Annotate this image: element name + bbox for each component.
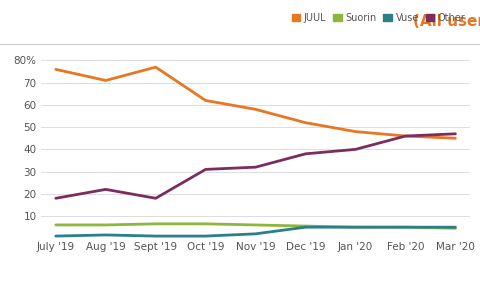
Line: Suorin: Suorin [56,224,456,228]
Other [203,168,208,171]
JUUL [403,134,408,138]
Suorin [103,223,108,227]
Suorin [403,226,408,229]
JUUL [353,130,359,133]
Suorin [252,223,258,227]
Line: JUUL: JUUL [56,67,456,138]
Suorin [353,226,359,229]
Other [103,188,108,191]
Vuse [403,226,408,229]
Suorin [203,222,208,226]
JUUL [203,99,208,102]
Vuse [252,232,258,235]
Suorin [53,223,59,227]
Vuse [103,233,108,237]
JUUL [53,68,59,71]
JUUL [153,65,158,69]
Other [252,166,258,169]
Vuse [303,226,309,229]
Other [453,132,458,136]
Text: Change in device type: Change in device type [12,14,208,29]
Vuse [153,234,158,238]
Vuse [453,226,458,229]
Other [403,134,408,138]
Suorin [453,227,458,230]
Vuse [203,234,208,238]
Other [53,197,59,200]
Legend: JUUL, Suorin, Vuse, Other: JUUL, Suorin, Vuse, Other [291,13,466,23]
Line: Other: Other [56,134,456,198]
Suorin [303,224,309,228]
JUUL [303,121,309,124]
JUUL [453,136,458,140]
Line: Vuse: Vuse [56,227,456,236]
Other [353,148,359,151]
JUUL [103,79,108,82]
Text: (All users): (All users) [413,14,480,29]
JUUL [252,108,258,111]
Vuse [53,234,59,238]
Suorin [153,222,158,226]
Other [303,152,309,155]
Vuse [353,226,359,229]
Other [153,197,158,200]
